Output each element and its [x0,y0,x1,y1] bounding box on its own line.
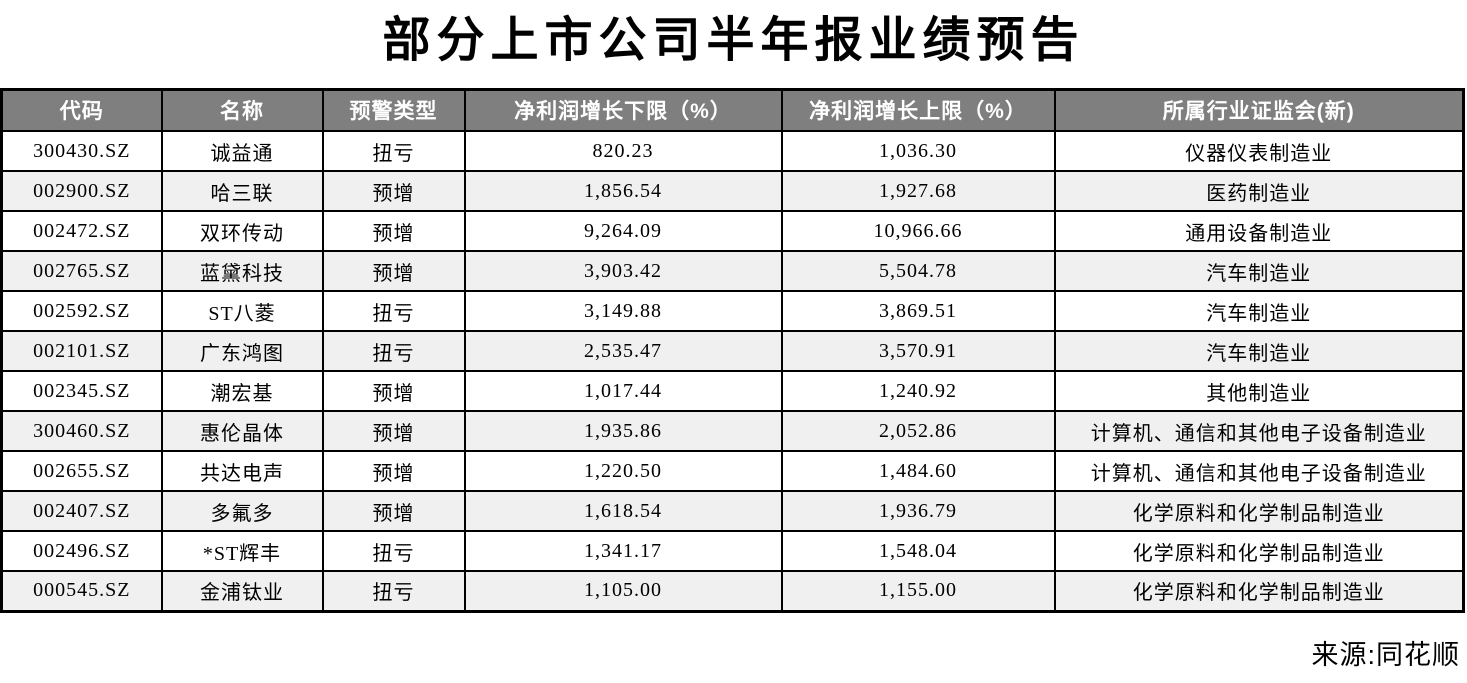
cell-lower-limit: 1,220.50 [463,450,783,493]
cell-lower-limit: 1,341.17 [463,530,783,573]
cell-upper-limit: 3,570.91 [780,330,1056,373]
cell-code: 002101.SZ [0,330,163,373]
cell-upper-limit: 1,927.68 [780,170,1056,213]
cell-industry: 医药制造业 [1053,170,1465,213]
cell-lower-limit: 1,935.86 [463,410,783,453]
table-row: 002101.SZ 广东鸿图 扭亏 2,535.47 3,570.91 汽车制造… [0,330,1465,373]
cell-industry: 其他制造业 [1053,370,1465,413]
cell-upper-limit: 1,155.00 [780,570,1056,613]
cell-code: 002900.SZ [0,170,163,213]
cell-lower-limit: 1,017.44 [463,370,783,413]
cell-alert-type: 预增 [321,250,466,293]
table-row: 002765.SZ 蓝黛科技 预增 3,903.42 5,504.78 汽车制造… [0,250,1465,293]
cell-upper-limit: 1,548.04 [780,530,1056,573]
cell-industry: 化学原料和化学制品制造业 [1053,490,1465,533]
cell-code: 002345.SZ [0,370,163,413]
cell-name: ST八菱 [160,290,324,333]
cell-upper-limit: 1,484.60 [780,450,1056,493]
cell-alert-type: 扭亏 [321,570,466,613]
cell-industry: 化学原料和化学制品制造业 [1053,530,1465,573]
cell-name: 金浦钛业 [160,570,324,613]
col-header-code: 代码 [0,88,163,133]
earnings-forecast-table: 代码 名称 预警类型 净利润增长下限（%） 净利润增长上限（%） 所属行业证监会… [0,87,1465,613]
cell-lower-limit: 1,105.00 [463,570,783,613]
cell-code: 000545.SZ [0,570,163,613]
cell-name: 哈三联 [160,170,324,213]
cell-lower-limit: 1,618.54 [463,490,783,533]
cell-lower-limit: 820.23 [463,130,783,173]
source-note: 来源:同花顺 [1311,639,1460,670]
table-row: 002900.SZ 哈三联 预增 1,856.54 1,927.68 医药制造业 [0,170,1465,213]
cell-alert-type: 预增 [321,170,466,213]
table-row: 002592.SZ ST八菱 扭亏 3,149.88 3,869.51 汽车制造… [0,290,1465,333]
col-header-name: 名称 [160,88,324,133]
cell-upper-limit: 2,052.86 [780,410,1056,453]
cell-upper-limit: 1,240.92 [780,370,1056,413]
table-row: 002496.SZ *ST辉丰 扭亏 1,341.17 1,548.04 化学原… [0,530,1465,573]
cell-code: 300430.SZ [0,130,163,173]
cell-upper-limit: 5,504.78 [780,250,1056,293]
cell-code: 002765.SZ [0,250,163,293]
cell-alert-type: 预增 [321,210,466,253]
col-header-alert-type: 预警类型 [321,88,466,133]
cell-code: 002472.SZ [0,210,163,253]
cell-code: 002496.SZ [0,530,163,573]
cell-code: 002407.SZ [0,490,163,533]
table-row: 002345.SZ 潮宏基 预增 1,017.44 1,240.92 其他制造业 [0,370,1465,413]
cell-industry: 汽车制造业 [1053,330,1465,373]
table-row: 300460.SZ 惠伦晶体 预增 1,935.86 2,052.86 计算机、… [0,410,1465,453]
cell-alert-type: 预增 [321,490,466,533]
page-title: 部分上市公司半年报业绩预告 [382,14,1085,67]
cell-alert-type: 预增 [321,410,466,453]
cell-industry: 计算机、通信和其他电子设备制造业 [1053,410,1465,453]
table-row: 300430.SZ 诚益通 扭亏 820.23 1,036.30 仪器仪表制造业 [0,130,1465,173]
cell-alert-type: 扭亏 [321,330,466,373]
cell-code: 002655.SZ [0,450,163,493]
cell-lower-limit: 1,856.54 [463,170,783,213]
cell-industry: 化学原料和化学制品制造业 [1053,570,1465,613]
cell-lower-limit: 9,264.09 [463,210,783,253]
cell-industry: 汽车制造业 [1053,290,1465,333]
cell-alert-type: 扭亏 [321,130,466,173]
cell-industry: 仪器仪表制造业 [1053,130,1465,173]
cell-lower-limit: 3,903.42 [463,250,783,293]
cell-upper-limit: 3,869.51 [780,290,1056,333]
cell-name: 潮宏基 [160,370,324,413]
cell-upper-limit: 1,036.30 [780,130,1056,173]
col-header-industry: 所属行业证监会(新) [1053,88,1465,133]
cell-name: 多氟多 [160,490,324,533]
table-row: 002655.SZ 共达电声 预增 1,220.50 1,484.60 计算机、… [0,450,1465,493]
table-row: 000545.SZ 金浦钛业 扭亏 1,105.00 1,155.00 化学原料… [0,570,1465,613]
cell-name: 广东鸿图 [160,330,324,373]
cell-name: 双环传动 [160,210,324,253]
cell-alert-type: 扭亏 [321,530,466,573]
table-row: 002407.SZ 多氟多 预增 1,618.54 1,936.79 化学原料和… [0,490,1465,533]
table-row: 002472.SZ 双环传动 预增 9,264.09 10,966.66 通用设… [0,210,1465,253]
cell-upper-limit: 1,936.79 [780,490,1056,533]
col-header-lower-limit: 净利润增长下限（%） [463,88,783,133]
cell-name: 共达电声 [160,450,324,493]
header-row: 代码 名称 预警类型 净利润增长下限（%） 净利润增长上限（%） 所属行业证监会… [0,88,1465,133]
cell-industry: 计算机、通信和其他电子设备制造业 [1053,450,1465,493]
cell-upper-limit: 10,966.66 [780,210,1056,253]
col-header-upper-limit: 净利润增长上限（%） [780,88,1056,133]
cell-code: 300460.SZ [0,410,163,453]
cell-code: 002592.SZ [0,290,163,333]
cell-name: 惠伦晶体 [160,410,324,453]
cell-name: *ST辉丰 [160,530,324,573]
cell-alert-type: 预增 [321,370,466,413]
cell-name: 蓝黛科技 [160,250,324,293]
page: 部分上市公司半年报业绩预告 代码 名称 预警类型 净利润增长下限（%） 净利润增… [0,6,1467,683]
cell-name: 诚益通 [160,130,324,173]
cell-lower-limit: 3,149.88 [463,290,783,333]
cell-lower-limit: 2,535.47 [463,330,783,373]
cell-alert-type: 预增 [321,450,466,493]
cell-industry: 汽车制造业 [1053,250,1465,293]
cell-alert-type: 扭亏 [321,290,466,333]
cell-industry: 通用设备制造业 [1053,210,1465,253]
